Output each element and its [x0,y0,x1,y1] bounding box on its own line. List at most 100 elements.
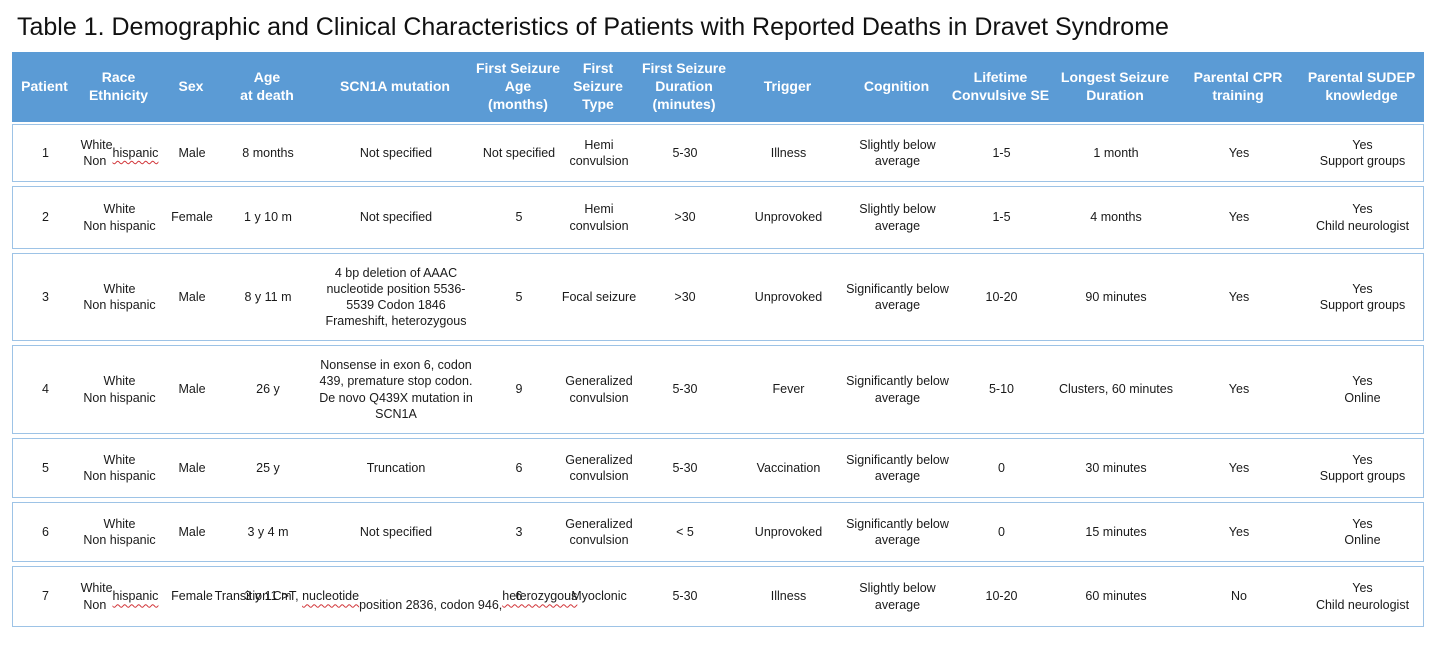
column-header-race-ethnicity: Race Ethnicity [88,69,149,103]
cell-cognition: Significantly below average [846,516,949,547]
cell-age-at-death: 25 y [256,460,280,475]
cell-first-seizure-age: 5 [515,210,523,225]
misspelled-word: hispanic [112,145,159,160]
cell-longest-seizure-duration: 1 month [1093,145,1139,160]
column-header-first-seizure-type: First Seizure Type [573,60,623,112]
cell-cognition: Slightly below average [859,202,936,233]
cell-lifetime-convulsive-se: 0 [998,524,1005,539]
cell-text: White Non [80,137,113,168]
cell-longest-seizure-duration: Clusters, 60 minutes [1059,382,1173,397]
cell-sex: Female [171,210,213,225]
cell-parental-cpr-training: Yes [1228,460,1250,475]
cell-trigger: Fever [772,382,805,397]
cell-parental-cpr-training: Yes [1228,524,1250,539]
cell-first-seizure-type: Generalized convulsion [565,374,633,405]
column-header-age-at-death: Age at death [240,69,294,103]
cell-first-seizure-age: 5 [515,289,523,304]
cell-longest-seizure-duration: 15 minutes [1085,524,1147,539]
cell-first-seizure-type: Generalized convulsion [565,452,633,483]
cell-longest-seizure-duration: 30 minutes [1085,460,1147,475]
cell-parental-sudep-knowledge: Yes Child neurologist [1315,581,1410,612]
table-header-row: Patient Race Ethnicity Sex Age at death SCN1… [12,52,1424,122]
cell-first-seizure-duration: >30 [674,289,696,304]
cell-cognition: Significantly below average [846,281,949,312]
cell-patient: 4 [42,382,49,397]
cell-patient: 1 [42,145,49,160]
cell-sex: Male [178,524,206,539]
cell-parental-cpr-training: Yes [1228,145,1250,160]
cell-cognition: Significantly below average [846,374,949,405]
cell-first-seizure-type: Hemi convulsion [569,137,629,168]
cell-age-at-death: 8 months [242,145,294,160]
cell-age-at-death: 3 y 11 m [244,589,292,604]
cell-trigger: Illness [770,589,807,604]
cell-age-at-death: 1 y 10 m [244,210,292,225]
column-header-sex: Sex [178,78,204,95]
cell-age-at-death: 26 y [256,382,280,397]
document-page: Table 1. Demographic and Clinical Charac… [0,13,1435,659]
cell-text: White Non [80,581,113,612]
cell-lifetime-convulsive-se: 5-10 [988,382,1015,397]
cell-scn1a-mutation: 4 bp deletion of AAAC nucleotide positio… [325,265,467,329]
cell-race-ethnicity: White Non hispanic [83,281,156,312]
cell-race-ethnicity: White Non hispanic [78,567,161,626]
cell-first-seizure-duration: 5-30 [672,460,698,475]
table-row: 1 White Non hispanic Male 8 months Not speci… [12,124,1424,182]
cell-sex: Male [178,145,206,160]
cell-scn1a-mutation: Not specified [359,524,433,539]
cell-text: position 2836, codon 946, [359,597,503,612]
cell-parental-cpr-training: Yes [1228,289,1250,304]
cell-longest-seizure-duration: 90 minutes [1085,289,1147,304]
cell-first-seizure-type: Generalized convulsion [565,516,633,547]
cell-parental-sudep-knowledge: Yes Support groups [1319,452,1406,483]
cell-race-ethnicity: White Non hispanic [78,125,161,181]
table-row: 2 White Non hispanic Female 1 y 10 m Not spe… [12,186,1424,249]
column-header-first-seizure-duration: First Seizure Duration (minutes) [641,60,727,112]
cell-parental-sudep-knowledge: Yes Support groups [1319,281,1406,312]
column-header-lifetime-convulsive-se: Lifetime Convulsive SE [951,69,1050,103]
cell-patient: 5 [42,460,49,475]
cell-race-ethnicity: White Non hispanic [83,374,156,405]
cell-trigger: Unprovoked [754,289,823,304]
cell-first-seizure-duration: < 5 [676,524,694,539]
cell-cognition: Slightly below average [859,137,936,168]
cell-first-seizure-type: Myoclonic [571,589,627,604]
cell-first-seizure-duration: 5-30 [672,145,698,160]
cell-patient: 2 [42,210,49,225]
column-header-first-seizure-age: First Seizure Age (months) [475,60,561,112]
cell-first-seizure-age: 6 [515,589,523,604]
cell-longest-seizure-duration: 60 minutes [1085,589,1147,604]
cell-sex: Male [178,289,206,304]
table-body: 1 White Non hispanic Male 8 months Not speci… [12,124,1424,627]
cell-sex: Male [178,382,206,397]
cell-lifetime-convulsive-se: 10-20 [985,589,1018,604]
cell-lifetime-convulsive-se: 0 [998,460,1005,475]
table-row: 5 White Non hispanic Male 25 y Truncation 6 Ge… [12,438,1424,498]
misspelled-word: heterozygous [502,589,578,604]
cell-trigger: Vaccination [756,460,821,475]
cell-scn1a-mutation: Not specified [359,145,433,160]
cell-sex: Female [171,589,213,604]
cell-first-seizure-duration: >30 [674,210,696,225]
misspelled-word: nucleotide [302,589,360,604]
cell-race-ethnicity: White Non hispanic [83,202,156,233]
cell-first-seizure-type: Focal seizure [561,289,637,304]
cell-parental-cpr-training: Yes [1228,210,1250,225]
cell-trigger: Unprovoked [754,524,823,539]
misspelled-word: hispanic [112,589,159,604]
cell-lifetime-convulsive-se: 1-5 [992,210,1011,225]
cell-trigger: Illness [770,145,807,160]
cell-trigger: Unprovoked [754,210,823,225]
column-header-cognition: Cognition [863,78,930,95]
column-header-parental-cpr-training: Parental CPR training [1193,69,1283,103]
cell-parental-sudep-knowledge: Yes Child neurologist [1315,202,1410,233]
table-title: Table 1. Demographic and Clinical Charac… [17,13,1169,41]
column-header-scn1a-mutation: SCN1A mutation [340,78,450,95]
cell-race-ethnicity: White Non hispanic [83,516,156,547]
cell-parental-sudep-knowledge: Yes Online [1344,374,1381,405]
cell-first-seizure-duration: 5-30 [672,589,698,604]
cell-first-seizure-age: 3 [515,524,523,539]
table-row: 4 White Non hispanic Male 26 y Nonsense in e… [12,345,1424,434]
cell-age-at-death: 3 y 4 m [247,524,289,539]
cell-text: Transition C>T, [214,589,303,604]
